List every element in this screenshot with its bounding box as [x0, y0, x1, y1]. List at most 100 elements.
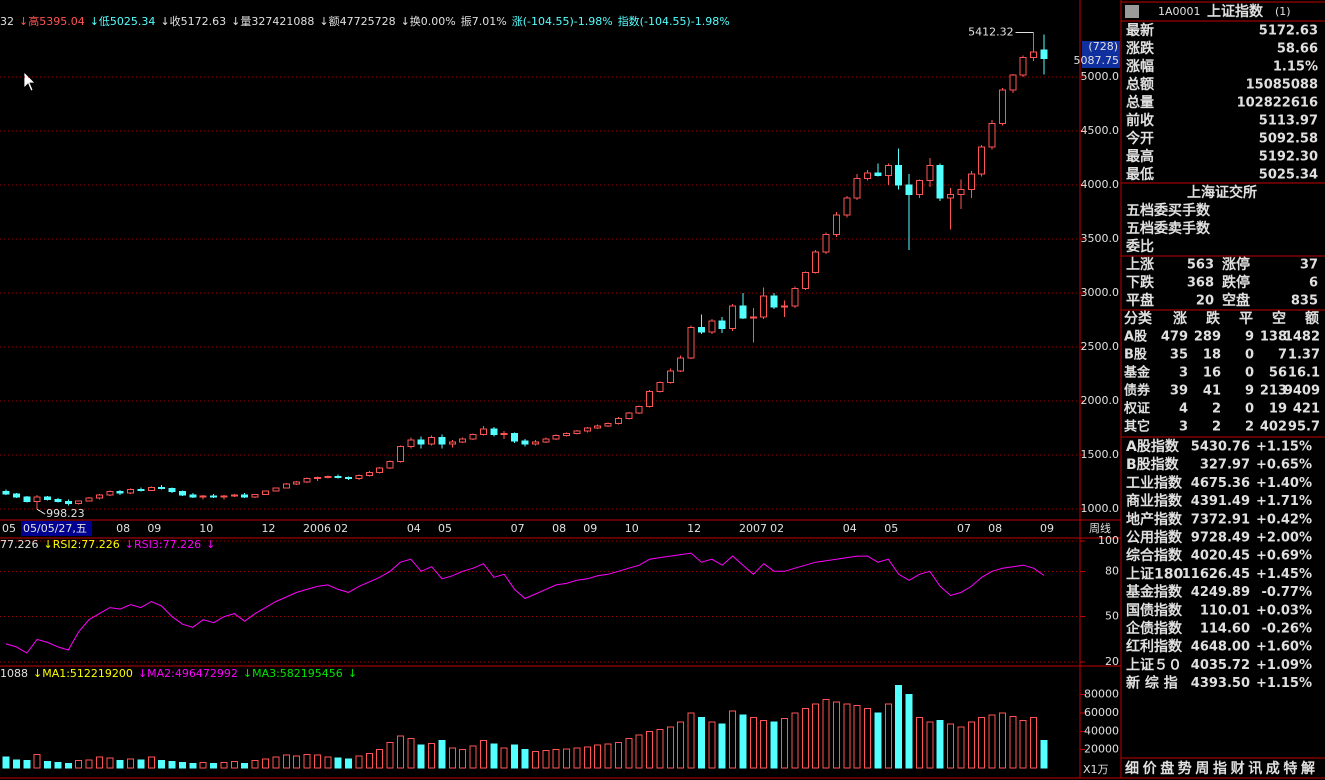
x-tick-label: 09 [147, 522, 161, 535]
quote-label: 最新 [1126, 22, 1154, 39]
index-value: 110.01 [1200, 603, 1250, 618]
y-tick-label: 4500.0 [1081, 124, 1120, 137]
candle-body [998, 89, 1006, 124]
table-header: 额 [1305, 310, 1319, 327]
volume-bar [230, 761, 238, 769]
candle-body [947, 194, 955, 199]
index-change: +1.45% [1256, 567, 1312, 582]
table-cell: 16.1 [1288, 366, 1320, 381]
index-value: 5430.76 [1191, 440, 1250, 455]
tab[interactable]: 周 [1195, 761, 1209, 777]
table-cell: A股 [1124, 330, 1147, 345]
y-tick-label: 3500.0 [1081, 232, 1120, 245]
info-bar-segment: ↓额47725728 [319, 15, 395, 28]
candle-body [137, 489, 145, 492]
tab[interactable]: 财 [1230, 760, 1245, 777]
candle-body [864, 172, 872, 180]
candle-body [189, 494, 197, 498]
candle-body [324, 476, 332, 479]
tab[interactable]: 价 [1143, 761, 1158, 777]
tab[interactable]: 解 [1301, 760, 1315, 777]
volume-bar [386, 741, 394, 769]
table-cell: 3 [1179, 420, 1188, 435]
volume-bar [313, 754, 321, 769]
volume-bar [1019, 719, 1027, 769]
candle-body [396, 445, 404, 462]
index-change: +2.00% [1256, 531, 1312, 546]
index-change: +0.65% [1256, 458, 1312, 473]
candle-body [957, 188, 965, 196]
candle-body [33, 496, 41, 502]
info-bar-segment: ↓收5172.63 [160, 14, 226, 28]
volume-bar [272, 756, 280, 769]
candle-body [272, 487, 280, 492]
candle-body [1030, 51, 1038, 59]
candle-body [697, 327, 705, 333]
y-tick-label: 2500.0 [1081, 340, 1120, 353]
tab[interactable]: 指 [1213, 760, 1227, 777]
volume-bar [1030, 717, 1038, 769]
tab[interactable]: 特 [1283, 760, 1297, 777]
table-cell: 3 [1179, 366, 1188, 381]
volume-bar [583, 746, 591, 769]
order-label: 委比 [1125, 238, 1154, 255]
candle-body [853, 178, 861, 199]
quote-value: 5092.58 [1259, 132, 1318, 147]
info-bar-segment: ↓高5395.04 [19, 14, 85, 28]
candle-body [417, 439, 425, 445]
quote-suffix: (1) [1275, 5, 1291, 18]
table-cell: 402 [1260, 420, 1287, 435]
table-cell: 7 [1278, 348, 1287, 363]
index-change: +1.71% [1256, 494, 1312, 509]
quote-value: 102822616 [1237, 96, 1318, 111]
volume-bar [521, 749, 529, 769]
volume-bar [552, 749, 560, 769]
candle-body [978, 146, 986, 175]
volume-bar [479, 740, 487, 769]
candle-body [158, 486, 166, 489]
table-cell: 债券 [1124, 383, 1151, 399]
volume-bar [895, 685, 903, 769]
index-value: 9728.49 [1191, 531, 1250, 546]
volume-bar [988, 714, 996, 769]
x-tick-label: 10 [625, 522, 639, 535]
candle-body [178, 491, 186, 496]
index-change: +1.15% [1256, 440, 1312, 455]
tab[interactable]: 势 [1178, 760, 1192, 777]
candle-body [988, 122, 996, 148]
candle-body [708, 320, 716, 333]
volume-bar [884, 703, 892, 769]
table-cell: 95.7 [1288, 420, 1320, 435]
breadth-value: 20 [1196, 294, 1214, 309]
y-tick-label: 2000.0 [1081, 394, 1120, 407]
candle-body [262, 490, 269, 495]
y-tick-label: 60000 [1084, 706, 1119, 719]
tab[interactable]: 讯 [1248, 761, 1262, 777]
volume-bar [687, 712, 695, 769]
breadth-value: 368 [1187, 276, 1214, 291]
candle-body [85, 497, 93, 502]
unit-label: X1万 [1083, 763, 1109, 776]
app-icon[interactable] [1125, 5, 1139, 18]
candle-body [241, 494, 249, 498]
candle-body [199, 495, 207, 498]
candle-body [531, 441, 539, 445]
tab[interactable]: 细 [1125, 760, 1139, 777]
index-name: 红利指数 [1126, 638, 1183, 655]
y-tick-label: 80 [1105, 564, 1119, 577]
volume-bar [708, 721, 716, 769]
volume-bar [812, 703, 820, 769]
candle-body [469, 433, 477, 440]
breadth-label: 跌停 [1222, 274, 1250, 291]
candle-body [303, 478, 311, 483]
tab[interactable]: 盘 [1160, 760, 1174, 777]
tab[interactable]: 成 [1266, 760, 1280, 777]
indicator-legend-segment: ↓RSI2:77.226 [44, 538, 120, 551]
volume-bar [459, 749, 467, 769]
volume-bar [511, 744, 519, 769]
breadth-label: 下跌 [1126, 275, 1155, 291]
candle-body [926, 165, 934, 182]
cursor-date-box [21, 521, 92, 536]
candle-body [874, 172, 882, 176]
candle-body [677, 357, 685, 372]
